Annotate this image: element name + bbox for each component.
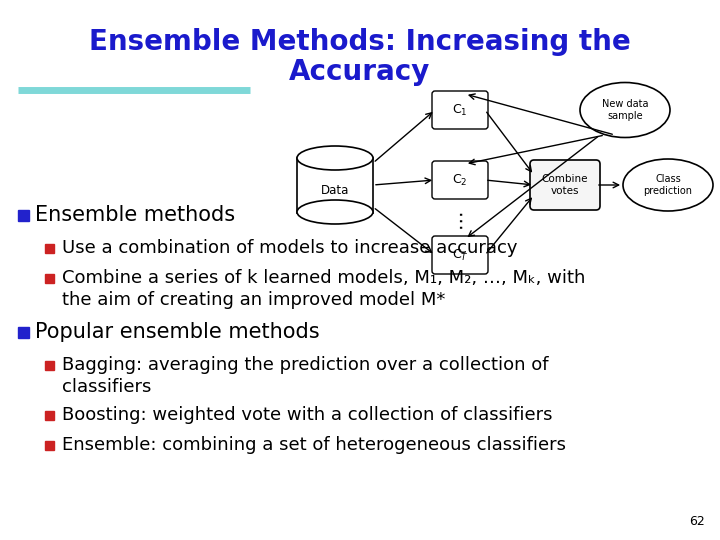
Bar (18, 210, 29, 221)
Text: Ensemble methods: Ensemble methods (35, 205, 235, 225)
Bar (45, 411, 54, 420)
Ellipse shape (623, 159, 713, 211)
Text: Class
prediction: Class prediction (644, 174, 693, 196)
Text: C$_2$: C$_2$ (452, 172, 468, 187)
Ellipse shape (580, 83, 670, 138)
Text: Ensemble: combining a set of heterogeneous classifiers: Ensemble: combining a set of heterogeneo… (62, 436, 566, 454)
Text: Accuracy: Accuracy (289, 58, 431, 86)
Ellipse shape (297, 146, 373, 170)
Text: C$_1$: C$_1$ (452, 103, 468, 118)
FancyBboxPatch shape (432, 91, 488, 129)
Bar (45, 274, 54, 283)
Text: Bagging: averaging the prediction over a collection of: Bagging: averaging the prediction over a… (62, 356, 549, 374)
Ellipse shape (297, 200, 373, 224)
FancyBboxPatch shape (432, 161, 488, 199)
Text: ⋯: ⋯ (451, 208, 469, 228)
FancyBboxPatch shape (432, 236, 488, 274)
Text: Use a combination of models to increase accuracy: Use a combination of models to increase … (62, 239, 518, 257)
Text: Popular ensemble methods: Popular ensemble methods (35, 322, 320, 342)
Text: 62: 62 (689, 515, 705, 528)
Text: Boosting: weighted vote with a collection of classifiers: Boosting: weighted vote with a collectio… (62, 406, 552, 424)
Text: C$_T$: C$_T$ (451, 247, 469, 262)
Text: Combine a series of k learned models, M₁, M₂, …, Mₖ, with: Combine a series of k learned models, M₁… (62, 269, 585, 287)
Text: Combine
votes: Combine votes (541, 174, 588, 196)
FancyBboxPatch shape (530, 160, 600, 210)
Text: New data
sample: New data sample (602, 99, 648, 121)
Bar (45, 244, 54, 253)
Text: the aim of creating an improved model M*: the aim of creating an improved model M* (62, 291, 446, 309)
Bar (45, 361, 54, 370)
Bar (297, 158, 373, 213)
Text: Ensemble Methods: Increasing the: Ensemble Methods: Increasing the (89, 28, 631, 56)
Text: classifiers: classifiers (62, 378, 151, 396)
Text: Data: Data (321, 184, 349, 197)
Bar (45, 441, 54, 450)
Bar (18, 327, 29, 338)
